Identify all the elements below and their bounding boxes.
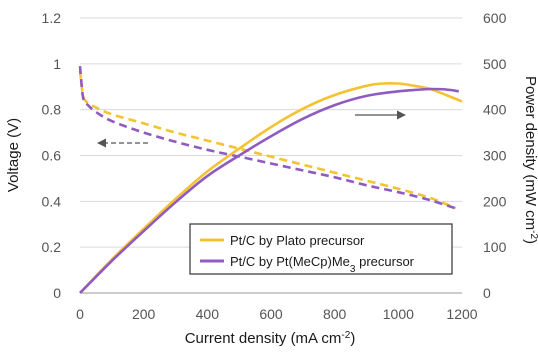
voltage-curve-plato [78, 70, 457, 210]
y-right-tick-label: 0 [483, 285, 491, 301]
y-left-tick-label: 0.4 [42, 193, 62, 209]
x-tick-label: 600 [259, 306, 283, 322]
power-curve-mecp [79, 87, 459, 294]
y-right-tick-label: 500 [483, 56, 507, 72]
y-left-tick-label: 0.2 [42, 239, 62, 255]
y-right-tick-label: 200 [483, 193, 507, 209]
x-tick-label: 800 [323, 306, 347, 322]
x-axis-title: Current density (mA cm-2) [185, 330, 356, 348]
annotations [97, 110, 406, 148]
series-lines [78, 65, 463, 294]
axes: 0 200 400 600 800 1000 1200 0 0.2 0.4 0.6 0.8 1 1.2 0 1… [42, 10, 507, 322]
y-left-tick-label: 1 [53, 56, 61, 72]
power-curve-plato [79, 81, 463, 294]
x-tick-label: 200 [132, 306, 156, 322]
x-tick-label: 400 [196, 306, 220, 322]
y-left-tick-label: 0.6 [42, 148, 62, 164]
y-left-tick-label: 0.8 [42, 102, 62, 118]
y-axis-left-title: Voltage (V) [5, 118, 22, 192]
y-axis-right-title: Power density (mW cm-2) [522, 76, 538, 244]
x-tick-label: 0 [76, 306, 84, 322]
gridlines [80, 17, 462, 294]
y-right-tick-label: 300 [483, 148, 507, 164]
legend-label-plato: Pt/C by Plato precursor [230, 233, 365, 248]
legend: Pt/C by Plato precursor Pt/C by Pt(MeCp)… [189, 223, 453, 275]
legend-label-mecp: Pt/C by Pt(MeCp)Me3 precursor [230, 254, 415, 275]
x-tick-label: 1000 [383, 306, 414, 322]
y-right-tick-label: 400 [483, 102, 507, 118]
voltage-curve-mecp [78, 65, 460, 211]
y-left-tick-label: 1.2 [42, 10, 62, 26]
y-right-tick-label: 600 [483, 10, 507, 26]
x-tick-label: 1200 [446, 306, 477, 322]
y-left-tick-label: 0 [53, 285, 61, 301]
legend-box [189, 223, 453, 275]
y-right-tick-label: 100 [483, 239, 507, 255]
